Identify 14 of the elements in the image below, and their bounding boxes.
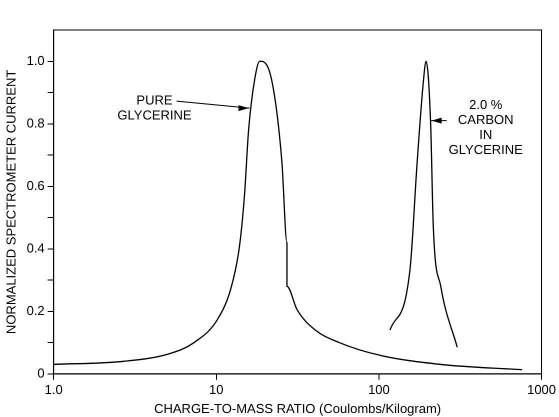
y-tick-label: 0.2: [26, 302, 45, 318]
y-tick-label: 1.0: [26, 52, 45, 68]
x-tick-label: 1000: [527, 382, 556, 398]
y-tick-label: 0.4: [26, 240, 45, 256]
y-tick-label: 0.6: [26, 178, 45, 193]
y-tick-label: 0: [37, 365, 45, 380]
x-axis-title: CHARGE-TO-MASS RATIO (Coulombs/Kilogram): [154, 400, 442, 416]
annotation: 2.0 % CARBON IN GLYCERINE: [448, 97, 524, 158]
annotation: PURE GLYCERINE: [117, 92, 192, 123]
y-tick-label: 0.8: [26, 115, 45, 130]
x-tick-label: 10: [209, 382, 224, 398]
y-axis-title: NORMALIZED SPECTROMETER CURRENT: [3, 70, 18, 334]
x-tick-label: 100: [368, 382, 390, 398]
x-tick-label: 1.0: [44, 382, 63, 398]
